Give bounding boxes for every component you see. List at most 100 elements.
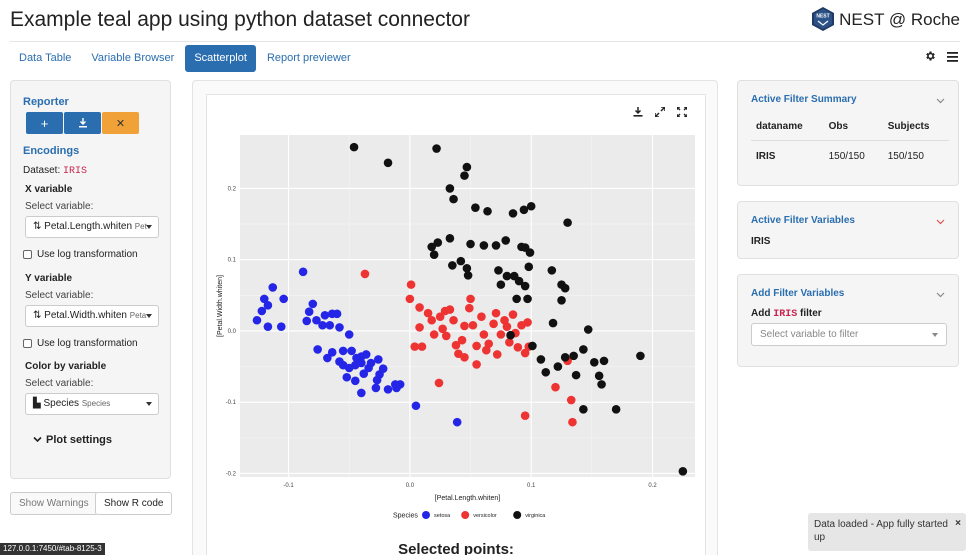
- color-variable-select[interactable]: ▙ Species Species: [25, 393, 159, 415]
- point-setosa: [452, 417, 462, 427]
- point-virginica: [433, 238, 443, 247]
- point-versicolor: [415, 303, 424, 312]
- point-virginica: [448, 261, 457, 270]
- point-setosa: [332, 309, 342, 319]
- legend-label-setosa: setosa: [434, 513, 451, 519]
- point-virginica: [528, 341, 537, 351]
- nest-logo-text: NEST: [816, 13, 829, 19]
- hamburger-menu-icon[interactable]: [947, 51, 958, 65]
- point-setosa: [263, 322, 273, 331]
- show-r-code-button[interactable]: Show R code: [95, 492, 173, 515]
- point-virginica: [553, 362, 563, 371]
- checkbox-box[interactable]: [23, 250, 32, 259]
- y-variable-label: Y variable: [25, 273, 73, 284]
- point-virginica: [520, 281, 530, 291]
- expand-icon[interactable]: [654, 106, 666, 120]
- chevron-down-icon[interactable]: [936, 287, 945, 301]
- plot-settings-toggle[interactable]: Plot settings: [33, 434, 112, 446]
- selected-points-title: Selected points:: [398, 541, 514, 555]
- toast-close-button[interactable]: ×: [955, 518, 961, 529]
- point-virginica: [506, 330, 515, 340]
- point-versicolor: [566, 395, 576, 405]
- x-log-label: Use log transformation: [37, 249, 138, 260]
- point-virginica: [597, 380, 606, 389]
- chevron-down-icon[interactable]: [936, 93, 945, 107]
- point-versicolor: [429, 330, 439, 339]
- point-virginica: [579, 405, 588, 414]
- scatter-chart[interactable]: -0.1 0.0 0.1 0.2 -0.2 -0.1 0.0 0.1 0.2 [Petal.Len…: [207, 120, 707, 550]
- tab-toolbar: [924, 50, 958, 65]
- reset-report-button[interactable]: ✕: [102, 112, 139, 134]
- col-obs: Obs: [823, 117, 883, 141]
- gear-icon[interactable]: [924, 50, 936, 65]
- add-filter-prefix: Add: [751, 308, 771, 319]
- x-select-label: Select variable:: [25, 201, 94, 212]
- point-virginica: [636, 351, 645, 361]
- tab-report-previewer[interactable]: Report previewer: [266, 52, 351, 64]
- download-icon[interactable]: [633, 106, 643, 120]
- caret-down-icon: [146, 314, 152, 318]
- color-variable-value: Species: [43, 398, 80, 409]
- point-virginica: [557, 296, 566, 305]
- point-virginica: [429, 250, 439, 259]
- point-virginica: [599, 356, 609, 366]
- point-virginica: [427, 242, 437, 252]
- point-virginica: [579, 345, 588, 354]
- point-versicolor: [508, 310, 518, 319]
- point-setosa: [342, 372, 352, 382]
- status-bar-url: 127.0.0.1:7450/#tab-8125-3: [0, 543, 105, 555]
- y-variable-select[interactable]: ⇅ Petal.Width.whiten Peta: [25, 305, 159, 327]
- caret-down-icon: [146, 402, 152, 406]
- point-virginica: [449, 194, 458, 204]
- point-setosa: [338, 346, 348, 356]
- fullscreen-icon[interactable]: [676, 106, 688, 120]
- point-setosa: [357, 388, 366, 398]
- tab-variable-browser[interactable]: Variable Browser: [91, 52, 175, 64]
- dataset-line: Dataset: IRIS: [23, 165, 87, 177]
- point-versicolor: [405, 294, 415, 304]
- show-warnings-button[interactable]: Show Warnings: [10, 492, 98, 515]
- point-virginica: [523, 294, 532, 304]
- point-setosa: [357, 358, 366, 368]
- col-subjects: Subjects: [882, 117, 949, 141]
- point-virginica: [483, 206, 492, 216]
- x-log-checkbox[interactable]: Use log transformation: [23, 249, 138, 260]
- point-virginica: [471, 203, 480, 212]
- filter-variable-select[interactable]: Select variable to filter: [751, 323, 947, 346]
- point-virginica: [462, 162, 472, 172]
- point-versicolor: [551, 382, 560, 392]
- chevron-down-icon[interactable]: [936, 214, 945, 228]
- point-setosa: [347, 346, 356, 356]
- point-virginica: [589, 357, 599, 367]
- point-versicolor: [406, 280, 416, 289]
- point-setosa: [325, 320, 335, 330]
- legend-key-versicolor: [461, 511, 470, 519]
- x-variable-select[interactable]: ⇅ Petal.Length.whiten Pet: [25, 216, 159, 238]
- point-setosa: [252, 315, 262, 325]
- point-virginica: [501, 236, 511, 245]
- y-log-checkbox[interactable]: Use log transformation: [23, 338, 138, 349]
- filter-dataset-label: IRIS: [751, 236, 771, 247]
- legend-label-virginica: virginica: [525, 513, 546, 519]
- encodings-panel: Reporter + ✕ Encodings Dataset: IRIS X v…: [10, 80, 171, 479]
- point-virginica: [526, 201, 536, 211]
- cell-subjects: 150/150: [887, 151, 924, 162]
- download-report-button[interactable]: [64, 112, 101, 134]
- point-versicolor: [417, 342, 427, 351]
- tab-data-table[interactable]: Data Table: [19, 52, 72, 64]
- point-setosa: [372, 375, 382, 385]
- point-versicolor: [457, 335, 467, 345]
- point-virginica: [463, 271, 473, 280]
- add-card-button[interactable]: +: [26, 112, 63, 134]
- x-tick-label: 0.0: [406, 483, 415, 489]
- x-variable-sub: Pet: [134, 222, 147, 231]
- filter-summary-card: Active Filter Summary dataname Obs Subje…: [737, 80, 959, 186]
- checkbox-box[interactable]: [23, 339, 32, 348]
- tab-scatterplot[interactable]: Scatterplot: [185, 45, 256, 72]
- point-versicolor: [472, 341, 481, 351]
- point-versicolor: [568, 417, 577, 427]
- filter-summary-title: Active Filter Summary: [751, 94, 857, 105]
- point-virginica: [563, 218, 572, 227]
- point-virginica: [502, 271, 512, 281]
- y-tick-label: 0.0: [228, 329, 237, 335]
